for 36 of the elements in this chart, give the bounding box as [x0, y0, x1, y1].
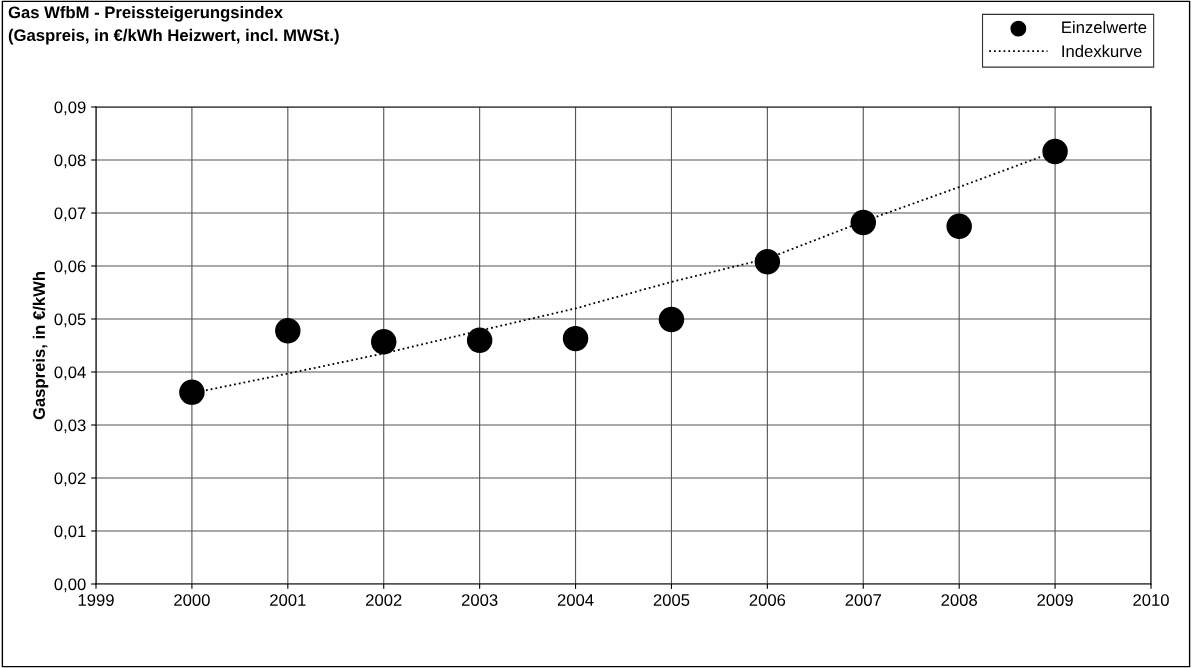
point: [466, 327, 493, 353]
point: [275, 317, 301, 344]
y-tick-label: 0,08: [54, 154, 86, 169]
y-tick-label: 0,00: [54, 578, 86, 593]
x-tick-label: 2000: [174, 594, 210, 606]
point: [179, 379, 205, 405]
point: [371, 329, 397, 355]
y-tick-label: 0,02: [54, 472, 86, 487]
x-tick-label: 2005: [653, 594, 690, 606]
legend-label: Indexkurve: [1062, 44, 1142, 58]
chart-title: Gas WfbM - Preissteigerungsindex (Gaspreis, in €/kWh Heizwert, incl. MWSt.): [8, 6, 339, 45]
x-tick-label: 2001: [270, 594, 306, 606]
x-tick-label: 2007: [845, 594, 881, 606]
y-tick-label: 0,01: [54, 525, 86, 540]
y-tick-label: 0,07: [54, 207, 86, 222]
x-tick-label: 2008: [941, 594, 977, 606]
point: [658, 306, 685, 333]
point: [946, 213, 972, 239]
y-tick-label: 0,04: [54, 366, 86, 381]
point: [1042, 138, 1068, 165]
y-tick-label: 0,05: [54, 313, 86, 328]
x-tick-label: 2002: [366, 594, 402, 606]
legend-label: Einzelwerte: [1062, 21, 1147, 34]
y-tick-label: 0,03: [54, 419, 86, 434]
point: [754, 249, 781, 275]
x-tick-label: 2003: [461, 594, 498, 606]
point: [562, 325, 589, 352]
y-axis-title: Gaspreis, in €/kWh: [32, 271, 49, 420]
point: [850, 209, 876, 236]
y-tick-label: 0,09: [54, 101, 86, 116]
x-tick-label: 2006: [749, 594, 786, 606]
x-tick-label: 2010: [1133, 594, 1169, 606]
x-tick-label: 1999: [78, 594, 114, 606]
y-tick-label: 0,06: [54, 260, 86, 275]
x-tick-label: 2009: [1037, 594, 1073, 606]
x-tick-label: 2004: [557, 594, 594, 606]
